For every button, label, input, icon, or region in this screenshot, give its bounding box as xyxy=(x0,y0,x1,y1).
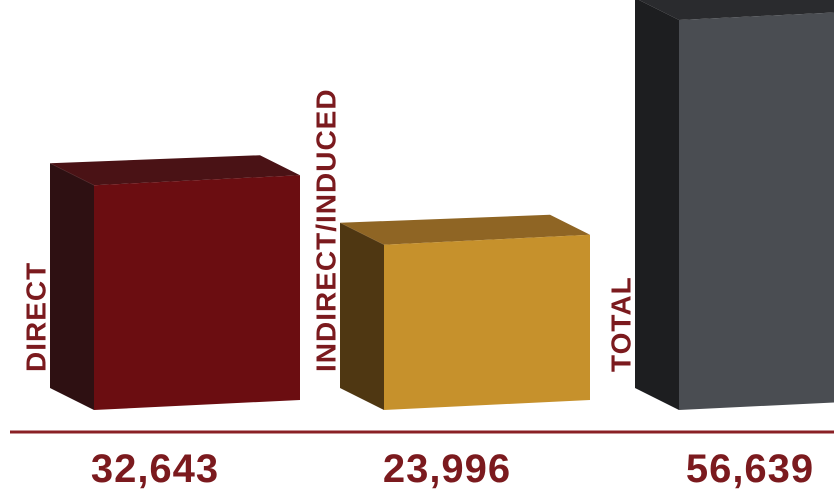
value-labels-group: 32,643 23,996 56,639 xyxy=(91,447,814,491)
category-labels-group: DIRECT INDIRECT/INDUCED TOTAL xyxy=(20,88,636,372)
bar-direct xyxy=(94,175,300,410)
bar-top-total xyxy=(639,0,834,20)
category-label-indirect-induced: INDIRECT/INDUCED xyxy=(310,88,341,372)
bar-top-direct xyxy=(50,155,300,186)
bars-group xyxy=(50,0,834,410)
bar-side-direct xyxy=(50,163,94,410)
bar-side-total xyxy=(635,0,679,410)
value-label-indirect-induced: 23,996 xyxy=(383,447,511,491)
value-label-direct: 32,643 xyxy=(91,447,219,491)
bar-side-indirect-induced xyxy=(340,222,384,410)
bar-top-indirect-induced xyxy=(340,214,590,245)
value-label-total: 56,639 xyxy=(686,447,814,491)
bar-total xyxy=(679,12,834,410)
bar-indirect-induced xyxy=(384,234,590,410)
category-label-direct: DIRECT xyxy=(20,262,51,372)
category-label-total: TOTAL xyxy=(605,276,636,372)
